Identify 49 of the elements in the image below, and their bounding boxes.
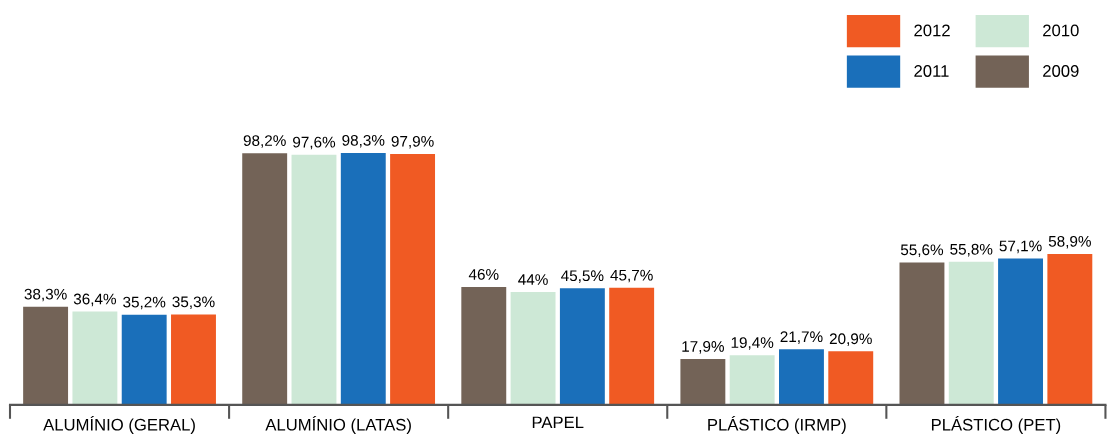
bar: [680, 359, 726, 405]
legend-label: 2012: [914, 24, 950, 37]
bar: [510, 292, 556, 405]
x-tick-label: PAPEL: [532, 416, 584, 429]
bar: [340, 152, 386, 405]
data-label: 57,1%: [999, 240, 1042, 254]
data-label: 98,2%: [243, 135, 286, 148]
data-label: 35,2%: [123, 296, 166, 310]
data-label: 35,3%: [172, 296, 215, 310]
bar: [121, 314, 167, 405]
legend-label: 2009: [1043, 65, 1079, 77]
legend-label: 2010: [1043, 24, 1079, 37]
data-label: 97,9%: [391, 135, 434, 149]
x-tick-label: ALUMÍNIO (GERAL): [43, 416, 195, 434]
x-tick-label: PLÁSTICO (PET): [931, 416, 1061, 434]
data-label: 55,8%: [950, 243, 993, 257]
bar: [729, 355, 775, 405]
data-label: 17,9%: [682, 341, 724, 354]
bar: [828, 351, 874, 405]
data-label: 45,5%: [561, 270, 604, 283]
x-tick-label: ALUMÍNIO (LATAS): [265, 416, 411, 434]
data-label: 46%: [468, 268, 499, 280]
bar: [559, 288, 605, 405]
bar: [779, 349, 824, 405]
bar: [899, 262, 945, 405]
data-label: 45,7%: [610, 269, 653, 283]
bar: [72, 311, 118, 405]
data-label: 21,7%: [780, 331, 823, 344]
data-label: 36,4%: [73, 293, 117, 307]
bar: [390, 153, 436, 405]
bar: [461, 286, 507, 405]
bar: [291, 154, 337, 405]
bar: [171, 314, 216, 405]
data-label: 58,9%: [1048, 235, 1091, 249]
legend-label: 2011: [914, 65, 949, 77]
bar: [948, 261, 994, 405]
data-label: 98,3%: [342, 134, 385, 148]
data-label: 97,6%: [293, 136, 336, 150]
data-label: 20,9%: [829, 333, 872, 346]
bar: [998, 258, 1043, 405]
bar: [242, 153, 288, 405]
data-label: 38,3%: [24, 288, 67, 302]
data-label: 44%: [518, 274, 548, 285]
x-tick-label: PLÁSTICO (IRMP): [708, 416, 846, 434]
data-label: 55,6%: [900, 244, 944, 257]
bar: [1047, 253, 1093, 405]
bar: [23, 306, 69, 405]
data-label: 19,4%: [731, 337, 774, 350]
bar: [609, 287, 655, 405]
